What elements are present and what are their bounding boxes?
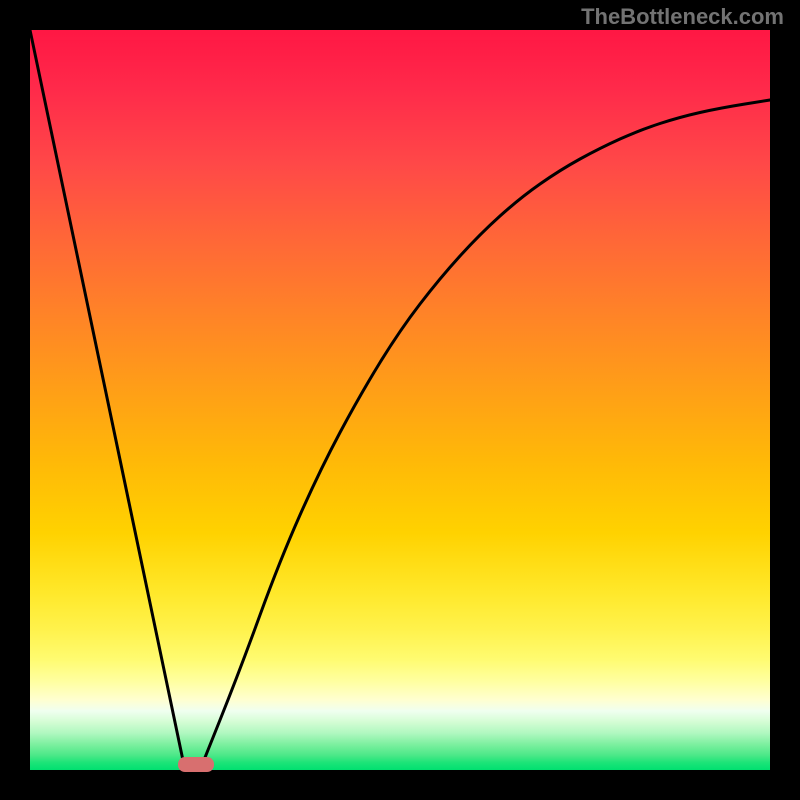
- vertex-marker: [178, 757, 214, 772]
- curve-path: [30, 30, 770, 770]
- bottleneck-curve-svg: [0, 0, 800, 800]
- watermark-text: TheBottleneck.com: [581, 4, 784, 30]
